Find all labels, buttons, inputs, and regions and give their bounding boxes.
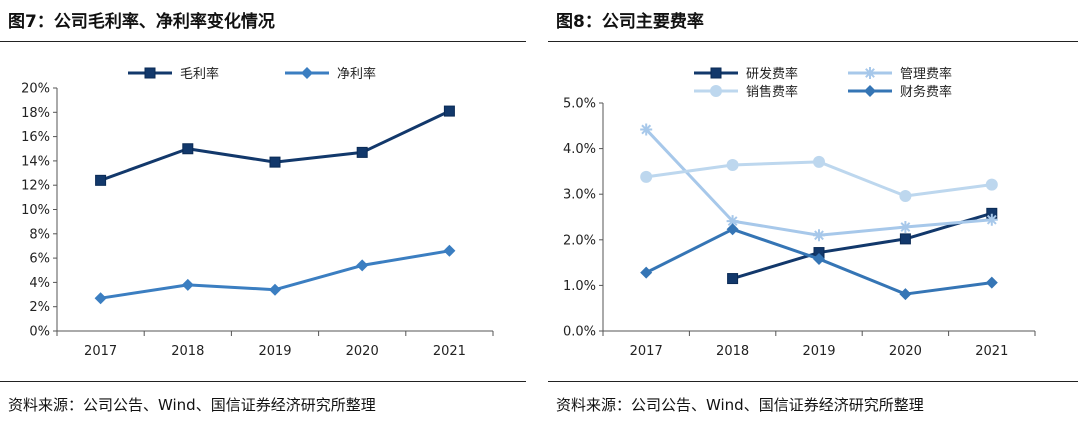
legend-label: 管理费率: [900, 66, 952, 82]
data-point: [640, 123, 653, 136]
legend-label: 研发费率: [746, 66, 798, 82]
y-tick-label: 5.0%: [563, 97, 596, 112]
data-point: [726, 223, 739, 236]
y-tick-label: 4.0%: [563, 142, 596, 157]
data-point: [727, 273, 739, 285]
legend-marker: [864, 85, 876, 97]
y-tick-label: 20%: [21, 82, 50, 97]
data-point: [443, 105, 455, 117]
source-divider: [0, 381, 526, 382]
legend-marker: [144, 67, 156, 79]
y-tick-label: 10%: [21, 203, 50, 218]
series-4: [640, 223, 998, 301]
y-tick-label: 1.0%: [563, 279, 596, 294]
y-tick-label: 0.0%: [563, 325, 596, 340]
legend-label: 净利率: [337, 66, 376, 82]
x-tick-label: 2018: [171, 344, 204, 359]
data-point: [443, 244, 456, 257]
data-point: [182, 143, 194, 155]
series-2: [640, 123, 998, 242]
legend-marker: [864, 67, 876, 79]
data-point: [726, 159, 739, 172]
data-point: [640, 170, 653, 183]
x-tick-label: 2019: [802, 344, 835, 359]
x-tick-label: 2018: [716, 344, 749, 359]
x-tick-label: 2020: [346, 344, 379, 359]
data-point: [356, 146, 368, 158]
series-line: [100, 109, 451, 182]
data-point: [269, 283, 281, 296]
data-point: [985, 178, 998, 191]
y-tick-label: 8%: [29, 227, 50, 242]
y-tick-label: 12%: [21, 179, 50, 194]
y-tick-label: 0%: [29, 325, 50, 340]
source-note: 资料来源：公司公告、Wind、国信证券经济研究所整理: [8, 396, 376, 414]
data-point: [985, 276, 998, 289]
legend-entry: 财务费率: [848, 84, 952, 100]
x-tick-label: 2017: [84, 344, 117, 359]
x-tick-label: 2019: [258, 344, 291, 359]
x-tick-label: 2021: [975, 344, 1008, 359]
legend-label: 毛利率: [180, 66, 219, 82]
right-chart-panel: 图8：公司主要费率 0.0% 1.0% 2.0% 3.0% 4.0% 5.0% 2017 20…: [548, 0, 1080, 421]
data-point: [640, 266, 653, 279]
legend-marker: [710, 85, 722, 97]
chart-title: 图8：公司主要费率: [556, 12, 704, 32]
data-point: [94, 292, 107, 305]
data-point: [813, 229, 825, 242]
data-point: [269, 156, 281, 168]
legend-marker: [301, 67, 313, 79]
data-point: [726, 215, 739, 228]
series-1: [727, 207, 998, 285]
y-tick-label: 2.0%: [563, 233, 596, 248]
data-point: [899, 221, 912, 234]
x-tick-label: 2017: [630, 344, 663, 359]
margin-rates-chart: 0% 2% 4% 6% 8% 10% 12% 14% 16% 18% 20% 2017 2018 2019…: [21, 66, 494, 359]
legend-entry: 研发费率: [694, 66, 798, 82]
source-note: 资料来源：公司公告、Wind、国信证券经济研究所整理: [556, 396, 924, 414]
y-tick-label: 3.0%: [563, 188, 596, 203]
legend-entry: 销售费率: [694, 84, 798, 100]
series-2: [94, 244, 456, 305]
chart-title: 图7：公司毛利率、净利率变化情况: [8, 12, 275, 32]
left-chart-panel: 图7：公司毛利率、净利率变化情况 0% 2% 4% 6% 8% 10% 12% 14% 16% 1…: [0, 0, 528, 421]
series-3: [640, 155, 998, 203]
legend-entry: 毛利率: [128, 66, 219, 82]
series-1: [95, 105, 455, 186]
data-point: [356, 259, 369, 272]
y-tick-label: 2%: [29, 300, 50, 315]
title-divider: [548, 41, 1078, 42]
title-divider: [0, 41, 526, 42]
source-divider: [548, 381, 1078, 382]
data-point: [899, 288, 912, 301]
data-point: [813, 252, 825, 265]
series-line: [732, 211, 993, 280]
legend-entry: 管理费率: [848, 66, 952, 82]
y-tick-label: 14%: [21, 154, 50, 169]
data-point: [899, 233, 911, 245]
series-line: [645, 128, 992, 237]
legend-label: 财务费率: [900, 84, 952, 100]
data-point: [813, 155, 825, 168]
y-tick-label: 18%: [21, 106, 50, 121]
data-point: [181, 278, 194, 291]
x-tick-label: 2020: [889, 344, 922, 359]
y-tick-label: 6%: [29, 252, 50, 267]
data-point: [95, 174, 107, 186]
legend-marker: [710, 67, 722, 79]
x-tick-label: 2021: [433, 344, 466, 359]
y-tick-label: 16%: [21, 130, 50, 145]
expense-rates-chart: 0.0% 1.0% 2.0% 3.0% 4.0% 5.0% 2017 2018 2019 2020…: [563, 66, 1036, 359]
data-point: [985, 213, 998, 226]
legend-entry: 净利率: [285, 66, 376, 82]
legend-label: 销售费率: [746, 84, 798, 100]
y-tick-label: 4%: [29, 276, 50, 291]
data-point: [899, 190, 912, 203]
